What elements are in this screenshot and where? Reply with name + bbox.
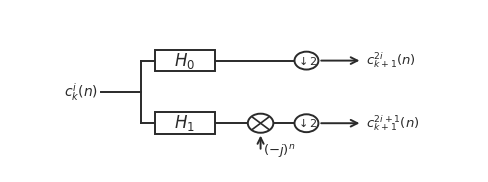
Circle shape: [294, 114, 318, 132]
Text: $H_1$: $H_1$: [174, 113, 195, 133]
Circle shape: [247, 114, 273, 133]
Text: $H_0$: $H_0$: [174, 51, 195, 71]
Bar: [155, 112, 214, 134]
Text: $c_{k+1}^{2i+1}(n)$: $c_{k+1}^{2i+1}(n)$: [365, 113, 418, 133]
Text: $\downarrow 2$: $\downarrow 2$: [295, 55, 317, 67]
Text: $\downarrow 2$: $\downarrow 2$: [295, 117, 317, 129]
Circle shape: [294, 52, 318, 70]
Text: $(-j)^n$: $(-j)^n$: [263, 142, 295, 159]
Bar: [155, 50, 214, 71]
Text: $c_k^i(n)$: $c_k^i(n)$: [64, 81, 98, 103]
Text: $c_{k+1}^{2i}(n)$: $c_{k+1}^{2i}(n)$: [365, 51, 414, 70]
